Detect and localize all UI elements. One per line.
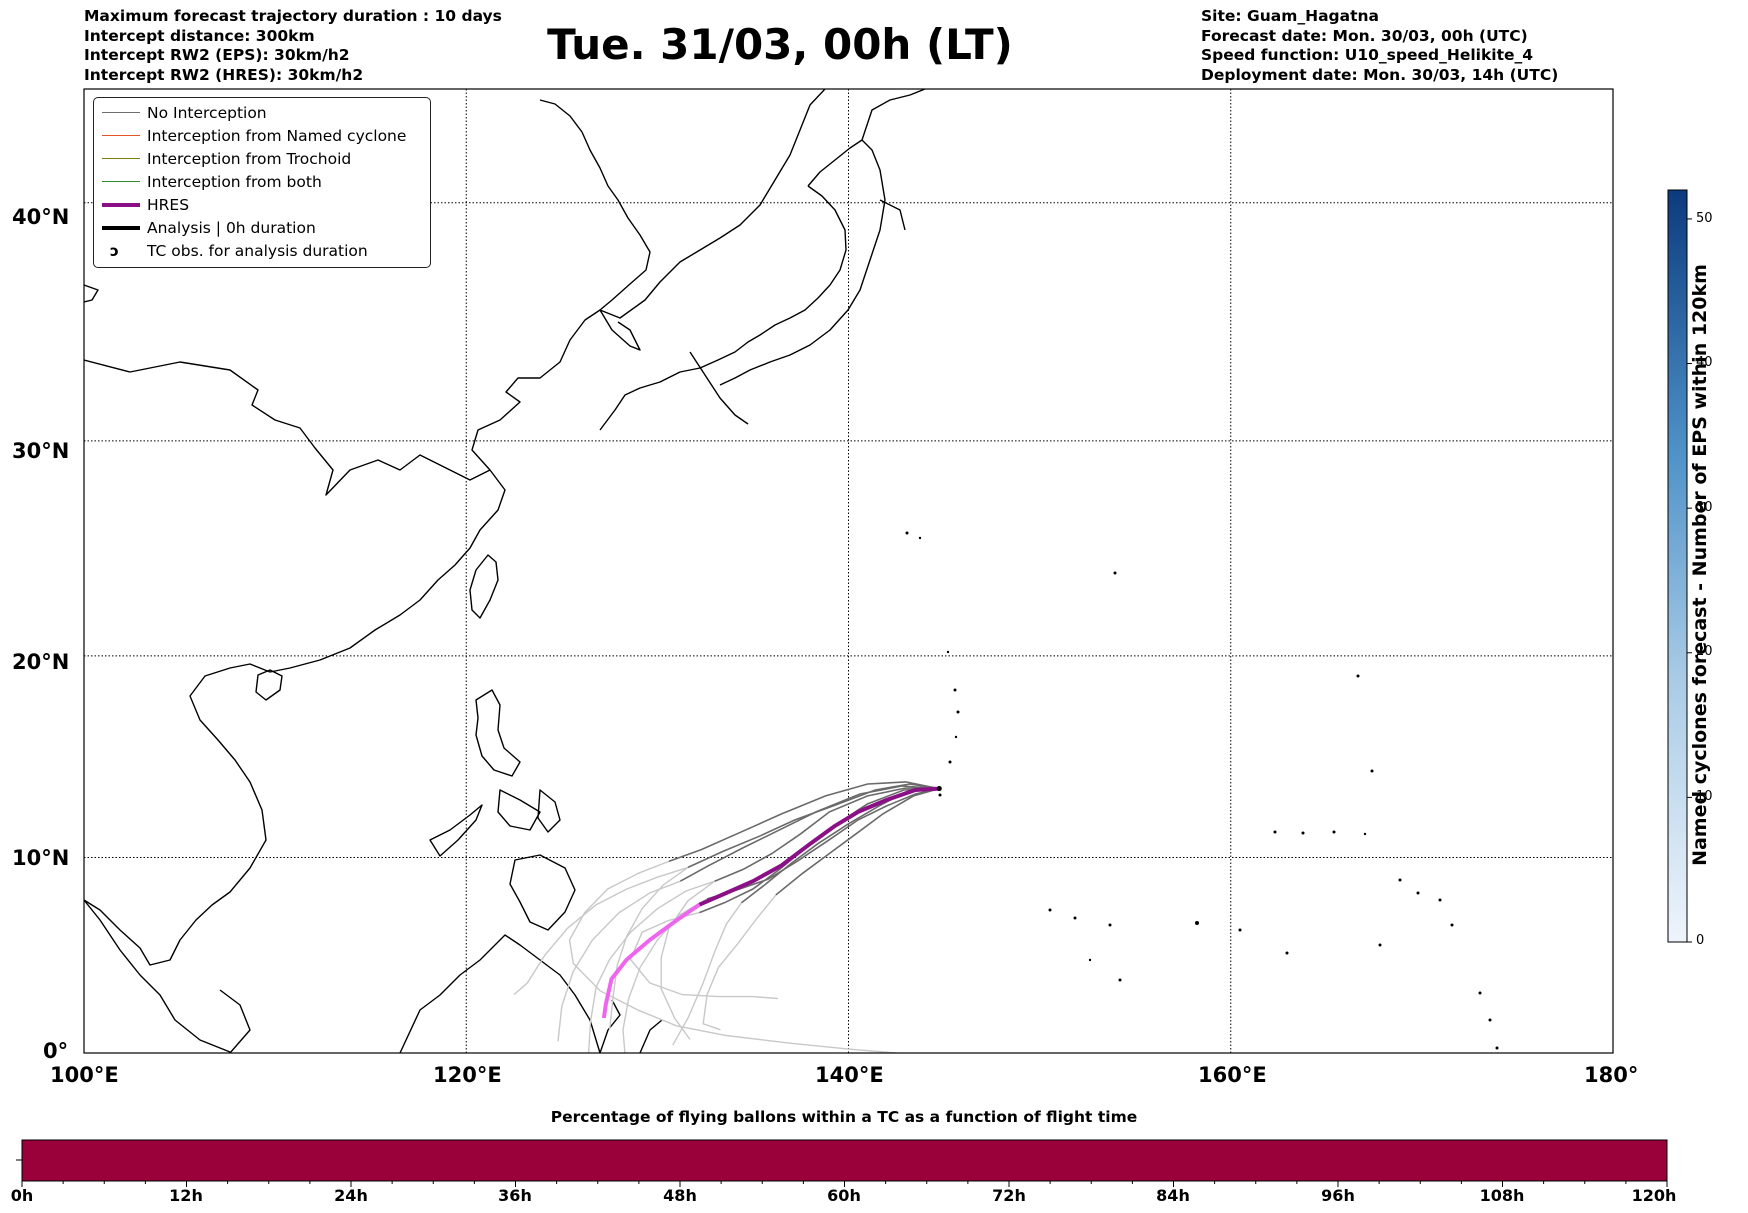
legend-label: Analysis | 0h duration xyxy=(147,219,316,237)
eps-trajectory-far xyxy=(660,880,716,1040)
header-left-line: Maximum forecast trajectory duration : 1… xyxy=(84,7,502,25)
lon-tick-label: 140°E xyxy=(815,1063,884,1087)
bottom-bar-fill xyxy=(22,1140,1667,1181)
legend-swatch xyxy=(102,135,140,136)
eps-trajectory-far xyxy=(622,898,708,1053)
legend-swatch xyxy=(102,112,140,113)
eps-trajectory xyxy=(679,785,940,882)
lat-tick-label: 10°N xyxy=(12,846,70,870)
bottom-bar-ticks xyxy=(21,1181,1668,1187)
eps-trajectory xyxy=(775,787,940,896)
legend-item-both: Interception from both xyxy=(94,171,430,193)
bottom-bar-label: 72h xyxy=(992,1186,1026,1205)
colorbar-tick-label: 40 xyxy=(1696,355,1713,370)
eps-trajectory-far xyxy=(608,866,689,1030)
legend-item-named-cyclone: Interception from Named cyclone xyxy=(94,125,430,147)
lon-tick-label: 160°E xyxy=(1198,1063,1267,1087)
cyclone-symbol-icon: ↄ xyxy=(110,242,119,260)
hres-trajectory xyxy=(698,786,940,907)
bottom-bar-label: 24h xyxy=(334,1186,368,1205)
eps-trajectory xyxy=(668,781,940,863)
eps-trajectory-far xyxy=(629,911,778,1000)
coastline-taiwan xyxy=(469,554,499,619)
colorbar-label: Named cyclones forecast - Number of EPS … xyxy=(1689,264,1711,866)
legend-swatch xyxy=(102,181,140,182)
coastline-mindanao xyxy=(509,854,576,931)
legend-item-analysis: Analysis | 0h duration xyxy=(94,217,430,239)
header-left-info: Maximum forecast trajectory duration : 1… xyxy=(84,7,502,85)
legend-label: Interception from both xyxy=(147,173,322,191)
bottom-bar-label: 48h xyxy=(663,1186,697,1205)
lat-tick-label: 20°N xyxy=(12,650,70,674)
lon-tick-label: 180° xyxy=(1584,1063,1639,1087)
bottom-bar-title: Percentage of flying ballons within a TC… xyxy=(550,1108,1138,1126)
bottom-bar-label: 108h xyxy=(1479,1186,1525,1205)
coastline-sulawesi xyxy=(599,999,663,1053)
colorbar-tick-label: 10 xyxy=(1696,789,1713,804)
coastlines xyxy=(84,89,1499,1053)
header-right-line: Forecast date: Mon. 30/03, 00h (UTC) xyxy=(1201,26,1528,45)
lat-tick-label: 40°N xyxy=(12,205,70,229)
bottom-bar-label: 60h xyxy=(827,1186,861,1205)
coastline-luzon xyxy=(475,689,521,777)
colorbar xyxy=(1667,189,1688,943)
lon-tick-label: 120°E xyxy=(433,1063,502,1087)
hres-trajectory-late xyxy=(601,903,701,1019)
map-title: Tue. 31/03, 00h (LT) xyxy=(547,20,1013,69)
coastline-mainland xyxy=(84,89,826,966)
map-frame xyxy=(83,88,1614,1054)
launch-site-marker xyxy=(936,786,942,792)
header-right-line: Deployment date: Mon. 30/03, 14h (UTC) xyxy=(1201,65,1559,84)
coastline-palawan xyxy=(429,804,483,857)
header-right-line: Site: Guam_Hagatna xyxy=(1201,7,1380,25)
coastline-korea xyxy=(539,99,651,351)
bottom-bar-label: 96h xyxy=(1321,1186,1355,1205)
legend-item-hres: HRES xyxy=(94,194,430,216)
legend-item-tc-obs: ↄ TC obs. for analysis duration xyxy=(94,240,430,262)
bottom-bar-label: 0h xyxy=(10,1186,34,1205)
map-legend: No Interception Interception from Named … xyxy=(93,97,431,268)
eps-trajectory-far xyxy=(587,880,715,1053)
coastline-visayas xyxy=(497,789,561,833)
coastline-japan xyxy=(599,89,926,431)
lat-tick-label: 0° xyxy=(43,1039,69,1063)
legend-swatch xyxy=(102,226,140,230)
colorbar-tick-label: 30 xyxy=(1696,500,1713,515)
legend-label: HRES xyxy=(147,196,190,214)
legend-label: No Interception xyxy=(147,104,267,122)
legend-label: Interception from Trochoid xyxy=(147,150,352,168)
eps-trajectory-far xyxy=(568,860,897,1053)
colorbar-ticks xyxy=(1687,218,1692,943)
trajectory-layer xyxy=(513,781,942,1053)
eps-trajectory-far xyxy=(702,894,777,1031)
colorbar-tick-label: 50 xyxy=(1696,211,1713,226)
eps-trajectory-far xyxy=(557,880,681,1042)
bottom-bar-label: 84h xyxy=(1156,1186,1190,1205)
colorbar-tick-label: 0 xyxy=(1696,933,1705,948)
legend-swatch xyxy=(102,203,140,207)
small-islands xyxy=(905,531,1499,1050)
bottom-bar-label: 120h xyxy=(1631,1186,1677,1205)
legend-item-no-interception: No Interception xyxy=(94,102,430,124)
colorbar-tick-label: 20 xyxy=(1696,644,1713,659)
eps-trajectory xyxy=(706,787,940,900)
bottom-bar-label: 12h xyxy=(169,1186,203,1205)
legend-swatch xyxy=(102,158,140,159)
coastline-malay xyxy=(84,899,601,1053)
header-left-line: Intercept distance: 300km xyxy=(84,26,315,45)
bottom-bar-label: 36h xyxy=(498,1186,532,1205)
header-left-line: Intercept RW2 (HRES): 30km/h2 xyxy=(84,65,364,84)
header-right-line: Speed function: U10_speed_Helikite_4 xyxy=(1201,46,1534,64)
header-right-info: Site: Guam_Hagatna Forecast date: Mon. 3… xyxy=(1201,7,1558,85)
coastline-hainan xyxy=(255,669,283,701)
map-gridlines xyxy=(84,89,1613,1053)
lon-tick-label: 100°E xyxy=(50,1063,119,1087)
lat-tick-label: 30°N xyxy=(12,439,70,463)
legend-item-trochoid: Interception from Trochoid xyxy=(94,148,430,170)
header-left-line: Intercept RW2 (EPS): 30km/h2 xyxy=(84,46,350,64)
legend-label: TC obs. for analysis duration xyxy=(147,242,368,260)
eps-trajectory xyxy=(714,787,940,882)
eps-trajectory-far xyxy=(672,902,743,1046)
legend-label: Interception from Named cyclone xyxy=(147,127,407,145)
